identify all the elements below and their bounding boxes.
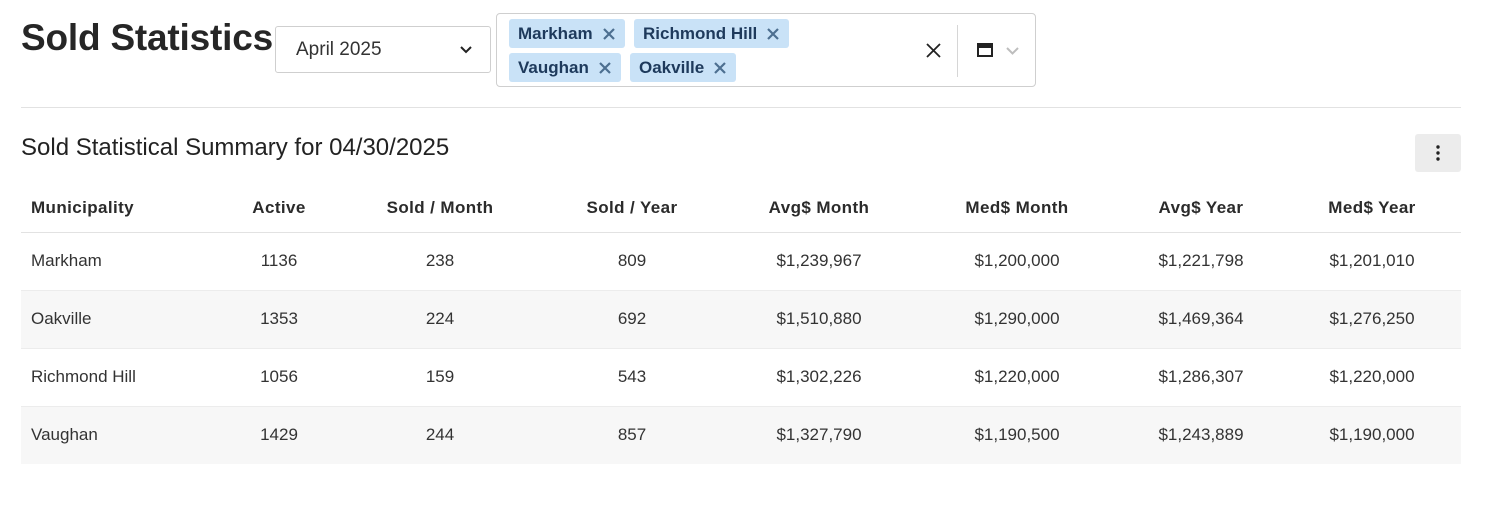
- cell-sold-year: 543: [541, 347, 723, 406]
- cell-med-month: $1,190,500: [915, 405, 1119, 464]
- column-header[interactable]: Active: [219, 185, 339, 233]
- column-header[interactable]: Avg$ Month: [723, 185, 915, 233]
- cell-med-month: $1,220,000: [915, 347, 1119, 406]
- cell-active: 1353: [219, 289, 339, 348]
- cell-avg-year: $1,469,364: [1119, 289, 1283, 348]
- chevron-down-icon: [460, 46, 472, 54]
- cell-municipality: Richmond Hill: [21, 347, 219, 406]
- tag-label: Richmond Hill: [643, 23, 758, 43]
- cell-avg-month: $1,510,880: [723, 289, 915, 348]
- cell-sold-year: 692: [541, 289, 723, 348]
- close-icon[interactable]: [766, 27, 780, 41]
- column-header[interactable]: Sold / Year: [541, 185, 723, 233]
- column-header[interactable]: Med$ Month: [915, 185, 1119, 233]
- tag-oakville[interactable]: Oakville: [630, 53, 737, 82]
- statistics-table: Municipality Active Sold / Month Sold / …: [21, 185, 1461, 464]
- cell-med-year: $1,276,250: [1283, 289, 1461, 348]
- tag-label: Markham: [518, 23, 593, 43]
- cell-med-month: $1,200,000: [974, 251, 1060, 270]
- month-select[interactable]: April 2025: [275, 26, 491, 73]
- month-select-value: April 2025: [296, 38, 382, 60]
- page-title: Sold Statistics: [21, 17, 273, 58]
- tag-vaughan[interactable]: Vaughan: [509, 53, 621, 82]
- tag-label: Oakville: [639, 57, 705, 77]
- cell-sold-month: 224: [339, 289, 541, 348]
- cell-sold-month: 238: [425, 251, 455, 270]
- table-row: Oakville 1353 224 692 $1,510,880 $1,290,…: [21, 289, 1461, 348]
- table-header-row: Municipality Active Sold / Month Sold / …: [21, 185, 1461, 233]
- cell-med-year: $1,190,000: [1283, 405, 1461, 464]
- cell-municipality: Oakville: [21, 289, 219, 348]
- cell-sold-year: 857: [541, 405, 723, 464]
- column-header[interactable]: Municipality: [21, 185, 219, 233]
- cell-avg-year: $1,221,798: [1158, 251, 1244, 270]
- cell-municipality: Vaughan: [21, 405, 219, 464]
- chevron-down-icon[interactable]: [1005, 43, 1020, 58]
- cell-med-month: $1,290,000: [915, 289, 1119, 348]
- cell-avg-month: $1,327,790: [723, 405, 915, 464]
- close-icon[interactable]: [602, 27, 616, 41]
- cell-avg-month: $1,239,967: [776, 251, 862, 270]
- close-icon[interactable]: [713, 61, 727, 75]
- cell-med-year: $1,201,010: [1329, 251, 1415, 270]
- cell-municipality: Markham: [31, 251, 102, 270]
- municipality-multiselect[interactable]: Markham Richmond Hill Vaughan Oakville: [496, 13, 1036, 87]
- tag-richmond-hill[interactable]: Richmond Hill: [634, 19, 790, 48]
- select-divider: [957, 25, 958, 77]
- column-header[interactable]: Avg$ Year: [1119, 185, 1283, 233]
- cell-active: 1429: [219, 405, 339, 464]
- kebab-menu-icon: [1436, 145, 1440, 161]
- cell-avg-year: $1,286,307: [1119, 347, 1283, 406]
- cell-sold-month: 159: [339, 347, 541, 406]
- table-row: Richmond Hill 1056 159 543 $1,302,226 $1…: [21, 347, 1461, 406]
- tag-label: Vaughan: [518, 57, 589, 77]
- cell-active: 1056: [219, 347, 339, 406]
- close-icon[interactable]: [598, 61, 612, 75]
- column-header[interactable]: Sold / Month: [339, 185, 541, 233]
- column-header[interactable]: Med$ Year: [1283, 185, 1461, 233]
- table-row: Vaughan 1429 244 857 $1,327,790 $1,190,5…: [21, 405, 1461, 464]
- divider: [21, 107, 1461, 108]
- cell-sold-year: 809: [617, 251, 647, 270]
- clear-icon[interactable]: [925, 42, 942, 59]
- layout-icon[interactable]: [977, 43, 993, 57]
- cell-sold-month: 244: [339, 405, 541, 464]
- cell-active: 1136: [260, 251, 298, 270]
- cell-avg-month: $1,302,226: [723, 347, 915, 406]
- more-options-button[interactable]: [1415, 134, 1461, 172]
- tag-markham[interactable]: Markham: [509, 19, 625, 48]
- cell-avg-year: $1,243,889: [1119, 405, 1283, 464]
- cell-med-year: $1,220,000: [1283, 347, 1461, 406]
- table-row: Markham 1136 238 809 $1,239,967 $1,200,0…: [21, 232, 1461, 290]
- summary-title: Sold Statistical Summary for 04/30/2025: [21, 134, 450, 161]
